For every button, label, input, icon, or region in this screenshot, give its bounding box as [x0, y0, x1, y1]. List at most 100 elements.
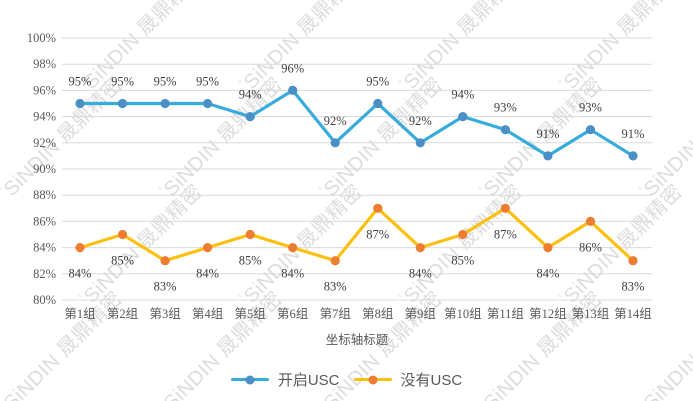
series-1-data-labels: 84% 85% 83% 84% 85% 84% 83% 87% 84% 85% 87% 84% 86% 8…: [69, 227, 645, 293]
data-point: [75, 98, 85, 109]
data-label: 93%: [494, 101, 517, 115]
data-label: 84%: [281, 267, 304, 281]
series-line: [78, 206, 635, 263]
data-point: [543, 151, 553, 161]
series-0: [75, 85, 638, 161]
x-axis-tick-labels: 第1组 第2组 第3组 第4组 第5组 第6组 第7组 第8组 第9组 第10组 第11组 第12组第…: [64, 307, 651, 321]
y-tick-label: 96%: [33, 83, 56, 97]
data-point: [245, 229, 255, 240]
data-label: 91%: [536, 127, 559, 141]
data-label: 85%: [111, 254, 134, 268]
data-point: [203, 243, 213, 253]
data-point: [628, 151, 638, 161]
legend-label-usc-on: 开启USC: [277, 372, 340, 389]
data-point: [117, 229, 128, 240]
data-label: 86%: [579, 240, 602, 254]
data-point: [117, 98, 128, 109]
legend-dot-blue-icon: [245, 375, 255, 384]
y-tick-label: 80%: [33, 293, 56, 307]
data-point: [330, 256, 340, 266]
legend-line-marker-blue-icon: [230, 375, 269, 384]
x-tick-label: 第13组: [572, 307, 610, 321]
data-label: 83%: [622, 280, 645, 294]
x-tick-label: 第3组: [149, 307, 180, 321]
data-label: 95%: [154, 75, 177, 89]
data-point: [330, 138, 340, 148]
data-point: [628, 256, 638, 266]
data-point: [373, 203, 383, 213]
y-tick-label: 82%: [33, 267, 56, 281]
data-point: [373, 98, 383, 109]
y-tick-label: 92%: [33, 136, 56, 150]
x-tick-label: 第10组: [444, 307, 482, 321]
series-line: [78, 88, 635, 158]
data-label: 92%: [409, 114, 432, 128]
data-label: 84%: [69, 267, 92, 281]
data-label: 95%: [196, 75, 219, 89]
x-tick-label: 第1组: [64, 307, 95, 321]
x-axis-title: 坐标轴标题: [325, 333, 389, 347]
data-label: 84%: [409, 267, 432, 281]
data-label: 91%: [622, 127, 645, 141]
y-tick-label: 94%: [33, 110, 56, 124]
x-tick-label: 第7组: [320, 307, 351, 321]
data-point: [415, 243, 425, 253]
data-point: [245, 112, 255, 122]
data-label: 94%: [451, 88, 474, 102]
data-label: 87%: [494, 227, 517, 241]
x-tick-label: 第11组: [487, 307, 524, 321]
data-label: 95%: [366, 75, 389, 89]
y-tick-label: 88%: [33, 188, 56, 202]
data-point: [458, 112, 468, 122]
y-axis-tick-labels: 80% 82% 84% 86% 88% 90% 92% 94% 96% 98% 100%: [27, 31, 56, 307]
x-tick-label: 第5组: [235, 307, 266, 321]
series-1: [75, 203, 638, 266]
x-tick-label: 第12组: [529, 307, 567, 321]
data-label: 95%: [111, 75, 134, 89]
data-label: 93%: [579, 101, 602, 115]
x-tick-label: 第2组: [107, 307, 138, 321]
data-point: [500, 203, 510, 213]
x-tick-label: 第6组: [277, 307, 308, 321]
data-point: [585, 216, 596, 226]
y-tick-label: 98%: [33, 57, 56, 71]
gridlines: [62, 37, 652, 301]
data-label: 87%: [366, 227, 389, 241]
data-point: [500, 125, 510, 135]
data-point: [585, 125, 596, 135]
data-point: [160, 98, 170, 109]
data-point: [288, 85, 298, 95]
data-label: 83%: [154, 280, 177, 294]
data-point: [203, 98, 213, 109]
x-tick-label: 第9组: [405, 307, 436, 321]
data-point: [415, 138, 425, 148]
legend-item-usc-on: 开启USC: [230, 369, 340, 390]
x-tick-label: 第4组: [192, 307, 223, 321]
legend: 开启USC 没有USC: [0, 369, 693, 390]
y-tick-label: 84%: [33, 241, 56, 255]
x-tick-label: 第14组: [614, 307, 652, 321]
data-point: [458, 229, 468, 240]
legend-dot-orange-icon: [368, 375, 377, 384]
legend-label-usc-off: 没有USC: [400, 372, 463, 389]
data-point: [75, 243, 85, 253]
data-point: [543, 243, 553, 253]
y-tick-label: 100%: [27, 31, 56, 45]
legend-line-marker-orange-icon: [353, 375, 392, 384]
y-tick-label: 86%: [33, 214, 56, 228]
series-0-data-labels: 95% 95% 95% 95% 94% 96% 92% 95% 92% 94% 93% 91% 93% 9…: [69, 61, 645, 140]
data-point: [160, 256, 170, 266]
data-label: 96%: [281, 61, 304, 75]
data-label: 92%: [324, 114, 347, 128]
data-label: 85%: [451, 254, 474, 268]
data-point: [288, 243, 298, 253]
data-label: 84%: [536, 267, 559, 281]
data-label: 84%: [196, 267, 219, 281]
y-tick-label: 90%: [33, 162, 56, 176]
data-label: 85%: [239, 254, 262, 268]
legend-item-usc-off: 没有USC: [353, 369, 463, 390]
data-label: 94%: [239, 88, 262, 102]
data-label: 95%: [69, 75, 92, 89]
x-tick-label: 第8组: [362, 307, 393, 321]
